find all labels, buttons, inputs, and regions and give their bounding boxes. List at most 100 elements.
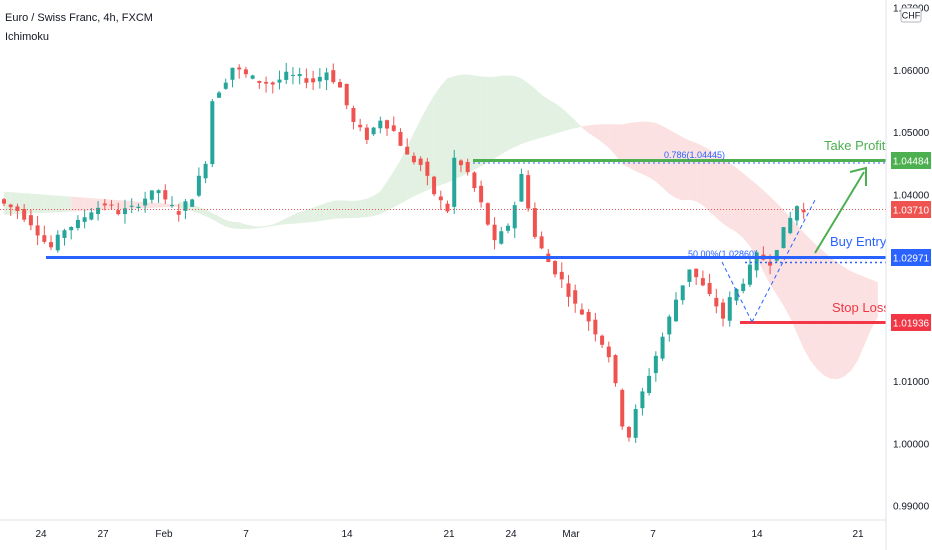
candle-body — [613, 355, 618, 384]
symbol-title: Euro / Swiss Franc, 4h, FXCM — [5, 12, 153, 24]
candle-body — [42, 235, 47, 242]
candle-body — [371, 127, 376, 135]
kumo-segment — [259, 225, 267, 229]
time-tick-label: 24 — [505, 529, 517, 540]
candle-body — [317, 76, 322, 82]
currency-badge[interactable] — [900, 7, 922, 23]
kumo-segment — [158, 203, 166, 208]
candle-body — [499, 231, 504, 244]
kumo-segment — [648, 121, 657, 182]
kumo-segment — [77, 197, 85, 212]
candle-body — [156, 190, 161, 194]
candle-body — [633, 409, 638, 438]
kumo-segment — [790, 216, 798, 333]
kumo-segment — [265, 224, 273, 228]
kumo-segment — [857, 273, 865, 361]
time-tick-label: 14 — [341, 529, 353, 540]
kumo-segment — [541, 94, 549, 138]
candle-body — [694, 268, 699, 278]
kumo-segment — [810, 239, 818, 370]
buy-entry-price-tag — [891, 249, 931, 266]
time-tick-label: 21 — [443, 529, 455, 540]
kumo-segment — [373, 191, 381, 216]
candle-body — [270, 82, 275, 85]
kumo-segment — [37, 194, 45, 214]
kumo-segment — [10, 192, 18, 215]
kumo-segment — [615, 124, 623, 165]
candle-body — [183, 201, 188, 211]
candle-body — [8, 204, 13, 208]
kumo-segment — [561, 107, 569, 132]
candle-body — [579, 309, 584, 315]
kumo-segment — [400, 146, 408, 204]
kumo-segment — [837, 262, 845, 380]
candle-body — [2, 199, 6, 204]
candle-body — [15, 206, 20, 211]
kumo-segment — [44, 194, 52, 213]
kumo-segment — [427, 94, 435, 191]
kumo-segment — [111, 199, 119, 210]
candle-body — [465, 162, 470, 173]
candle-body — [458, 160, 463, 166]
fib-0786-label: 0.786(1.04445) — [664, 150, 725, 160]
kumo-segment — [232, 221, 240, 229]
candle-body — [364, 127, 369, 140]
kumo-segment — [198, 206, 206, 217]
candle-body — [49, 242, 54, 248]
kumo-segment — [205, 209, 213, 220]
candle-body — [82, 217, 87, 222]
candle-body — [452, 157, 457, 207]
candle-body — [788, 217, 793, 234]
kumo-segment — [433, 85, 441, 188]
kumo-segment — [165, 203, 172, 208]
candle-body — [432, 176, 437, 195]
kumo-segment — [71, 196, 78, 212]
candle-body — [190, 199, 195, 207]
take-profit-price-text: 1.04484 — [893, 157, 930, 168]
kumo-segment — [682, 137, 690, 201]
price-tick-label: 1.04000 — [893, 190, 930, 201]
currency-label: CHF — [902, 11, 921, 21]
candle-body — [250, 75, 255, 79]
kumo-segment — [568, 113, 576, 130]
candle-body — [512, 205, 517, 229]
candle-body — [89, 212, 94, 220]
candle-body — [163, 190, 168, 200]
kumo-segment — [57, 195, 65, 213]
kumo-segment — [420, 107, 428, 194]
candle-body — [747, 264, 752, 285]
candle-body — [62, 230, 67, 238]
candle-body — [230, 67, 235, 80]
kumo-segment — [64, 196, 72, 212]
candle-body — [237, 67, 242, 70]
stop-loss-price-text: 1.01936 — [893, 319, 930, 330]
candle-body — [794, 206, 799, 221]
candle-body — [553, 260, 558, 275]
kumo-segment — [554, 102, 562, 134]
candle-body — [674, 299, 678, 322]
kumo-segment — [608, 124, 616, 156]
fib-050-label: 50.00%(1.02860) — [688, 249, 757, 259]
take-profit-price-tag — [891, 152, 931, 169]
kumo-segment — [319, 202, 327, 222]
candle-body — [801, 209, 806, 213]
candle-body — [559, 271, 564, 280]
ichimoku-cloud — [4, 74, 878, 380]
kumo-segment — [238, 222, 247, 229]
kumo-segment — [24, 193, 31, 214]
kumo-segment — [823, 251, 831, 379]
candle-body — [418, 158, 423, 165]
kumo-segment — [642, 121, 650, 178]
price-tick-label: 1.05000 — [893, 128, 930, 139]
kumo-segment — [514, 75, 522, 148]
kumo-segment — [346, 200, 354, 219]
kumo-segment — [151, 202, 159, 208]
candle-body — [774, 250, 779, 261]
time-tick-label: Feb — [155, 529, 173, 540]
candle-body — [586, 311, 591, 322]
candle-body — [566, 283, 571, 297]
kumo-segment — [386, 170, 394, 211]
candle-body — [425, 161, 430, 176]
candle-body — [277, 79, 282, 83]
